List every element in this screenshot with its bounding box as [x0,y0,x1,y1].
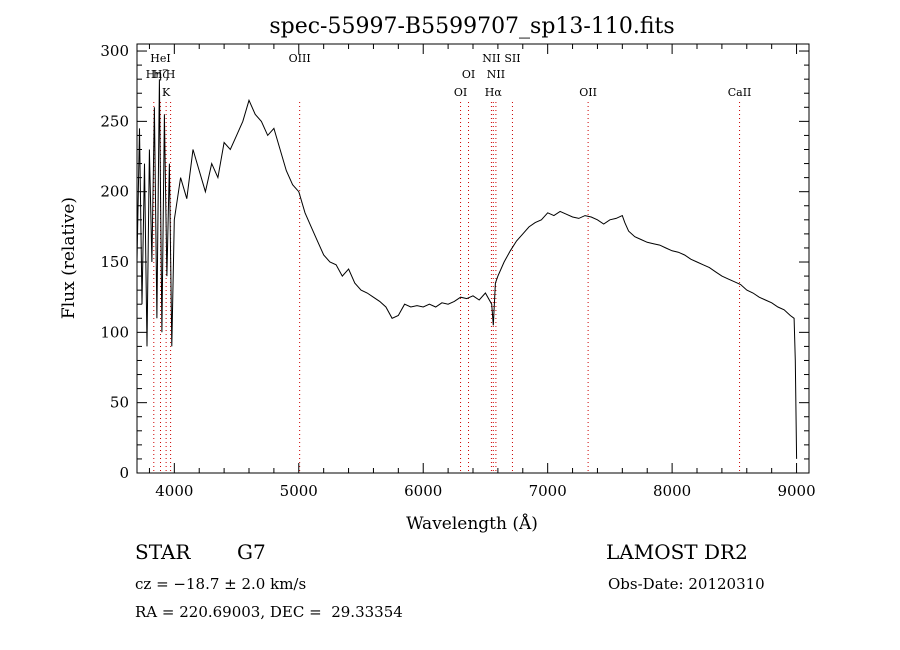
line-label: OIII [289,52,311,65]
spectrum-line [136,79,798,459]
x-tick-label: 8000 [653,482,691,500]
line-label: HeI [150,52,170,65]
object-class: STAR [135,540,191,564]
line-label: Hζ [153,68,169,81]
line-label: K [162,86,171,99]
x-axis-label: Wavelength (Å) [406,513,538,534]
line-label: CaII [728,86,752,99]
observation-date: Obs-Date: 20120310 [608,575,765,593]
plot-frame [136,43,810,474]
x-tick-label: 6000 [404,482,442,500]
redshift-cz: cz = −18.7 ± 2.0 km/s [135,575,307,593]
x-tick-label: 4000 [155,482,193,500]
line-label: SII [504,52,520,65]
line-label: NII [487,68,505,81]
spectrum-chart: spec-55997-B5599707_sp13-110.fits HeIHηH… [59,14,816,534]
x-tick-label: 7000 [529,482,567,500]
chart-title: spec-55997-B5599707_sp13-110.fits [269,14,674,39]
object-subclass: G7 [237,540,266,564]
y-axis-label: Flux (relative) [59,197,79,319]
x-tick-label: 9000 [777,482,815,500]
y-tick-label: 250 [100,112,129,130]
survey-name: LAMOST DR2 [606,540,748,564]
y-tick-label: 50 [110,394,129,412]
axes: 4000 5000 6000 7000 8000 9000 0 50 100 150 200 250 3… [100,42,815,500]
y-tick-label: 200 [100,183,129,201]
line-label: Hα [485,86,503,99]
x-tick-label: 5000 [280,482,318,500]
line-label: H [166,68,176,81]
y-tick-label: 0 [119,464,129,482]
y-tick-label: 100 [100,323,129,341]
y-tick-label: 150 [100,253,129,271]
sky-coordinates: RA = 220.69003, DEC = 29.33354 [135,603,403,621]
y-tick-label: 300 [100,42,129,60]
line-label: NII [482,52,500,65]
line-label: OI [462,68,475,81]
line-label: OII [579,86,597,99]
line-label: OI [454,86,467,99]
line-label: Hη [146,68,162,81]
